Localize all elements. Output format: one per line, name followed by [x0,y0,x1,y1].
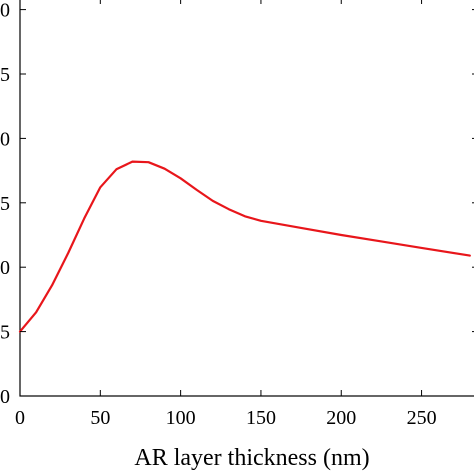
x-tick-label: 100 [166,407,196,429]
y-tick-label: 5 [0,322,10,344]
x-axis-ticks: 0 50 100 150 200 250 [15,0,437,429]
x-axis-label: AR layer thickness (nm) [134,445,369,471]
y-tick-label: 0 [0,128,10,150]
x-tick-label: 0 [15,407,25,429]
y-tick-label: 5 [0,193,10,215]
axes-frame [19,0,474,397]
series-line [18,160,471,333]
x-tick-label: 50 [90,407,110,429]
x-tick-label: 250 [407,407,437,429]
y-axis-ticks: 0 5 0 5 0 5 0 [0,0,474,408]
y-tick-label: 0 [0,257,10,279]
x-tick-label: 200 [326,407,356,429]
y-tick-label: 0 [0,386,10,408]
y-tick-label: 5 [0,64,10,86]
plot-area [18,0,474,397]
x-tick-label: 150 [246,407,276,429]
y-tick-label: 0 [0,0,10,22]
